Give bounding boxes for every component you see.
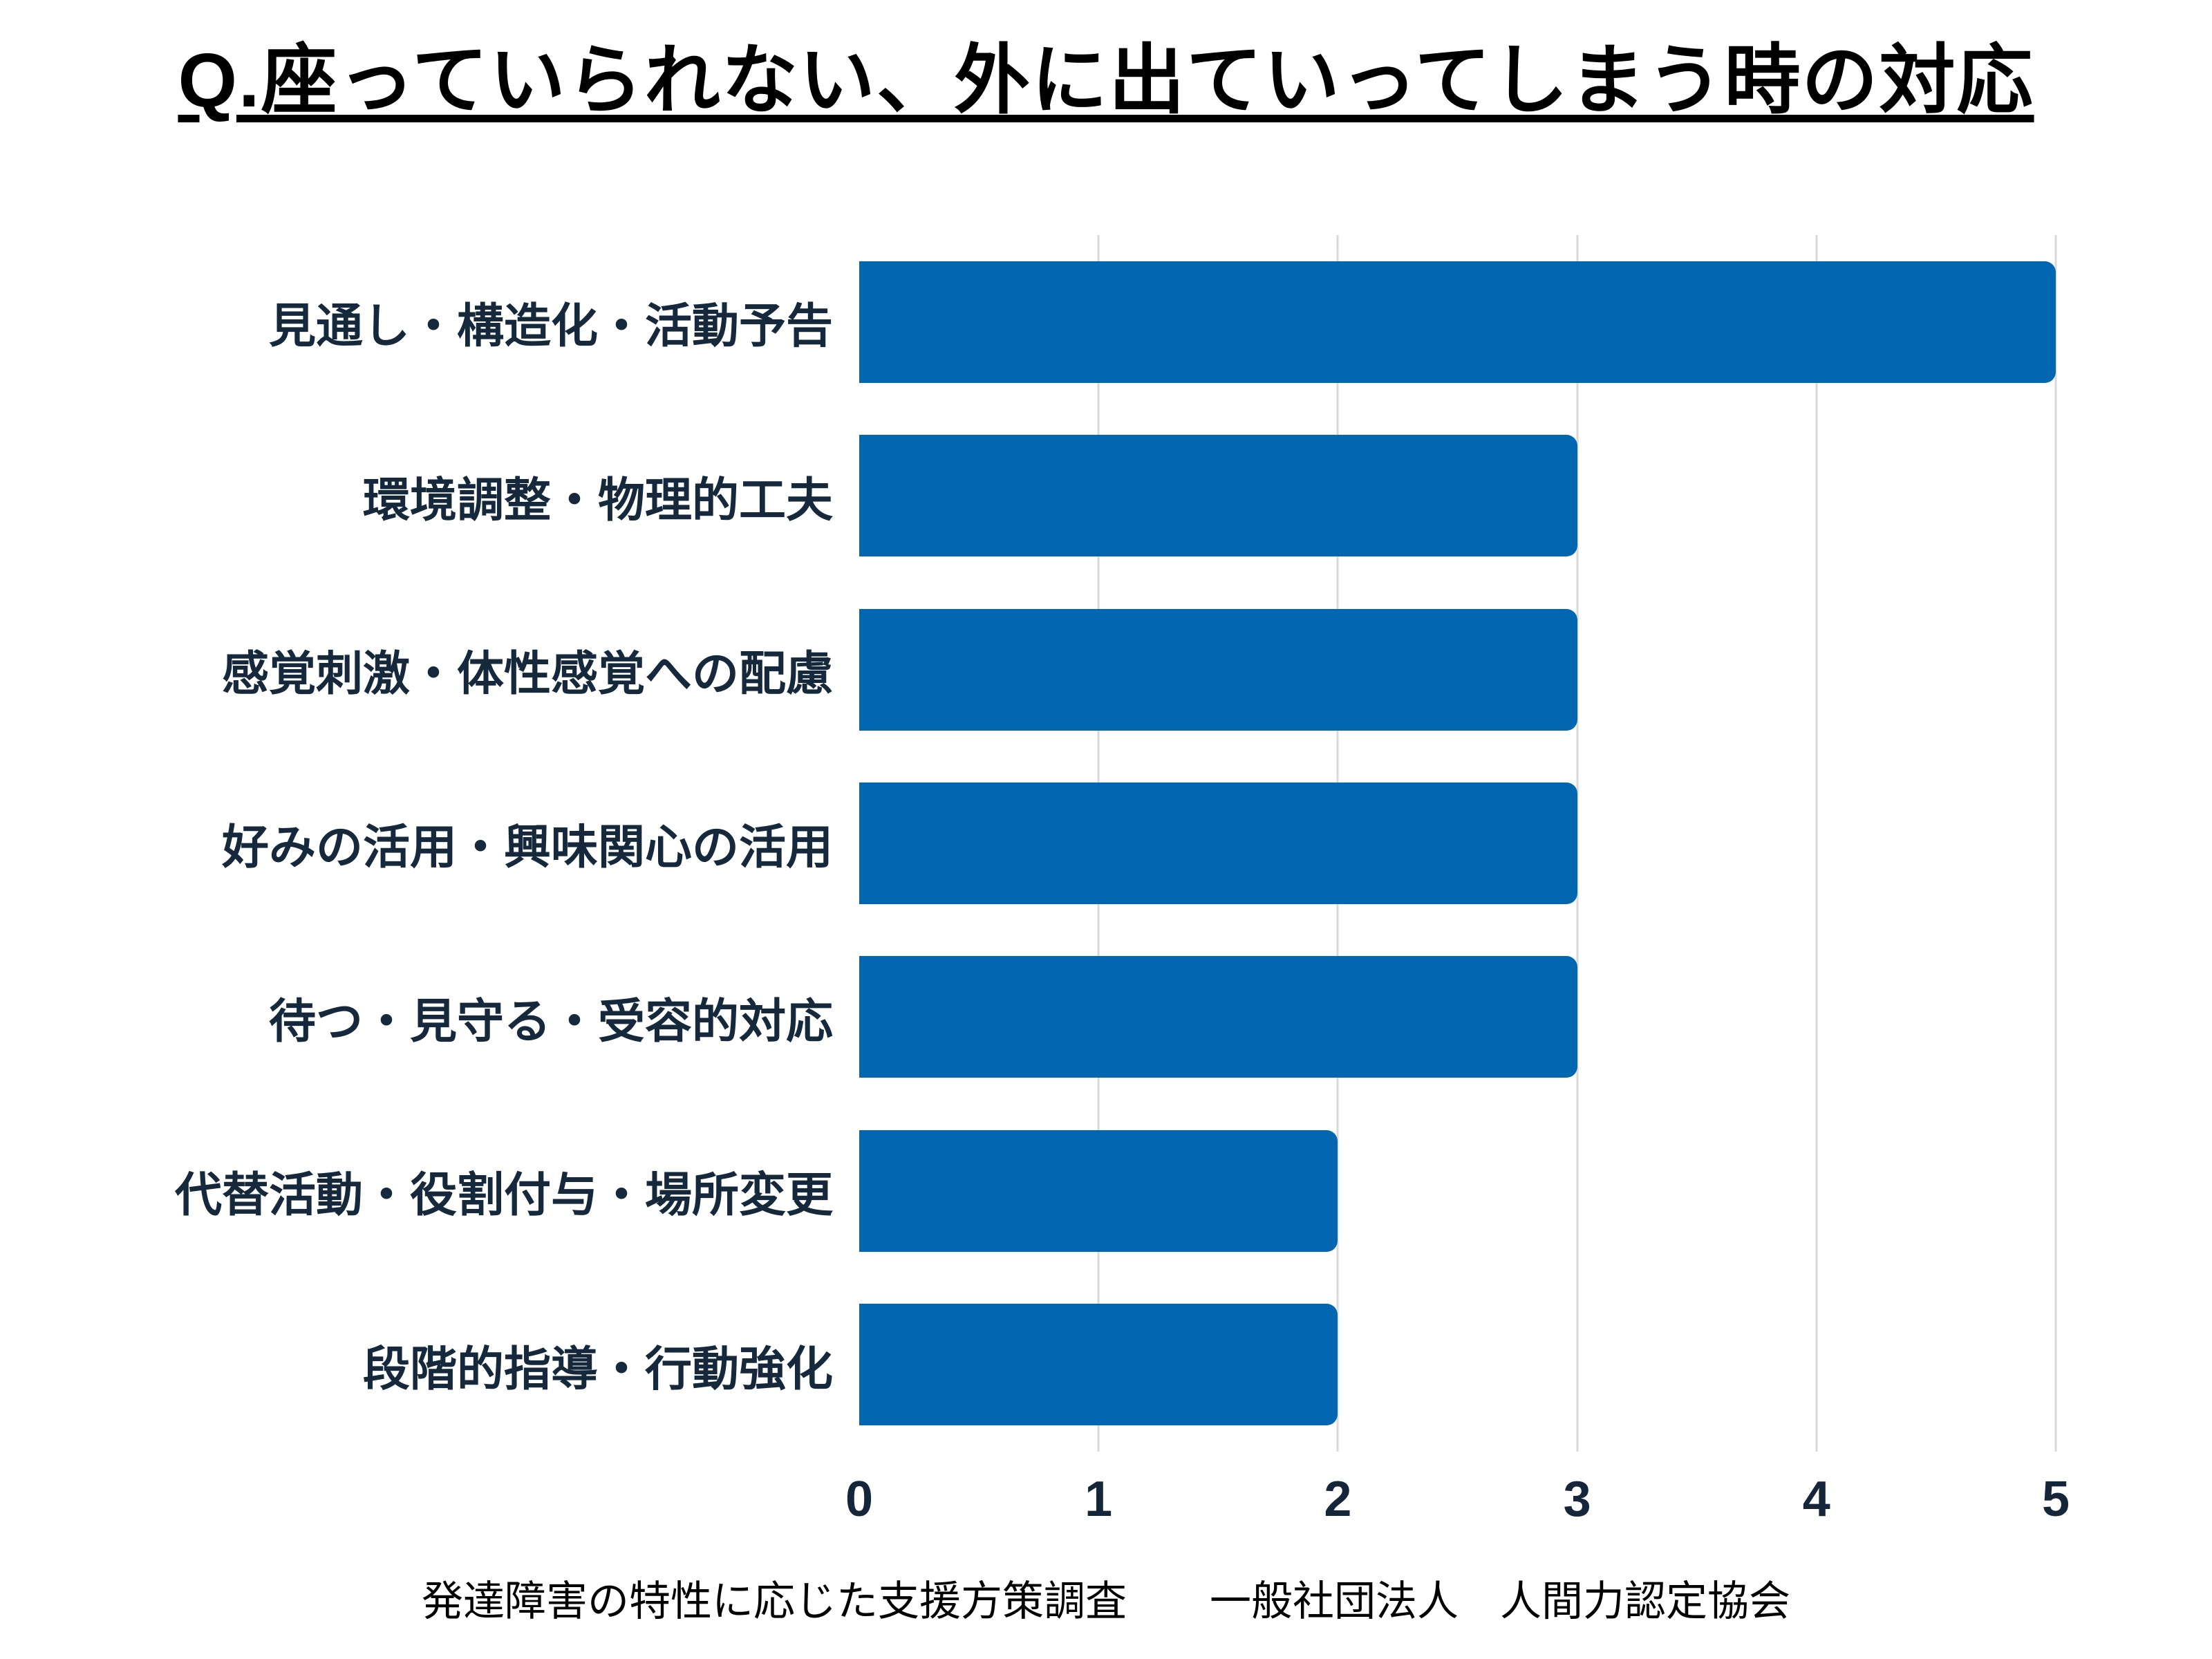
gridline [1815, 235, 1818, 1452]
x-tick-label: 3 [1563, 1472, 1591, 1527]
chart-row: 感覚刺激・体性感覚への配慮 [0, 583, 2056, 756]
chart-title: Q.座っていられない、外に出ていってしまう時の対応 [178, 38, 2034, 123]
bar-zone [859, 930, 2056, 1104]
bar [859, 435, 1577, 557]
x-tick-label: 1 [1085, 1472, 1113, 1527]
chart-row: 環境調整・物理的工夫 [0, 409, 2056, 582]
x-tick-label: 5 [2041, 1472, 2070, 1527]
chart-title-wrap: Q.座っていられない、外に出ていってしまう時の対応 [0, 18, 2212, 129]
source-note: 発達障害の特性に応じた支援方策調査 一般社団法人 人間力認定協会 [422, 1578, 1790, 1624]
category-label: 段階的指導・行動強化 [362, 1342, 833, 1396]
category-label: 代替活動・役割付与・場所変更 [174, 1169, 833, 1222]
bar-zone [859, 1278, 2056, 1452]
bar-zone [859, 583, 2056, 756]
bar [859, 1130, 1338, 1252]
bar-zone [859, 756, 2056, 930]
chart-row: 段階的指導・行動強化 [0, 1278, 2056, 1452]
bar-zone [859, 1104, 2056, 1277]
x-axis: 0 1 2 3 4 5 [845, 1471, 2070, 1547]
bar-rows: 見通し・構造化・活動予告環境調整・物理的工夫感覚刺激・体性感覚への配慮 好みの活用… [0, 235, 2056, 1452]
x-tick-label: 2 [1324, 1472, 1352, 1527]
bar [859, 1304, 1338, 1426]
bar [859, 608, 1577, 731]
gridline [2054, 235, 2057, 1452]
bar-chart: 見通し・構造化・活動予告環境調整・物理的工夫感覚刺激・体性感覚への配慮 好みの活用… [0, 235, 2212, 1452]
bar-zone [859, 409, 2056, 582]
chart-row: 待つ・見守る・受容的対応 [0, 930, 2056, 1104]
chart-row: 代替活動・役割付与・場所変更 [0, 1104, 2056, 1277]
gridline [1576, 235, 1579, 1452]
category-label: 見通し・構造化・活動予告 [268, 300, 833, 353]
category-label: 好みの活用・興味関心の活用 [221, 821, 833, 874]
category-label: 待つ・見守る・受容的対応 [268, 995, 833, 1048]
bar [859, 956, 1577, 1078]
x-tick-label: 0 [845, 1472, 874, 1527]
x-tick-label: 4 [1802, 1472, 1830, 1527]
category-label: 環境調整・物理的工夫 [362, 474, 833, 527]
bar-zone [859, 235, 2056, 409]
category-label: 感覚刺激・体性感覚への配慮 [221, 648, 833, 701]
bar [859, 261, 2056, 383]
bar [859, 782, 1577, 904]
chart-row: 好みの活用・興味関心の活用 [0, 756, 2056, 930]
chart-row: 見通し・構造化・活動予告 [0, 235, 2056, 409]
